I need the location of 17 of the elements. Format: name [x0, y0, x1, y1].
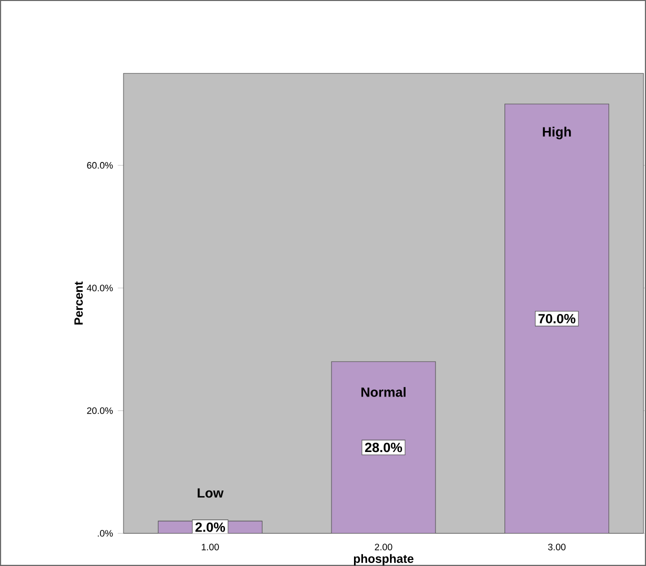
annotation: Normal: [361, 387, 406, 397]
annotation: High: [542, 126, 571, 140]
data-label: 2.0%: [195, 522, 226, 532]
data-label: 28.0%: [365, 442, 402, 452]
x-tick-label: 2.00: [374, 544, 392, 550]
y-tick-label: 20.0%: [87, 407, 113, 414]
annotation: Low: [198, 488, 224, 498]
data-label: 70.0%: [538, 314, 576, 324]
y-tick-label: .0%: [98, 530, 113, 537]
bar: [331, 361, 436, 534]
x-tick-label: 3.00: [548, 544, 566, 550]
y-tick-label: 60.0%: [87, 162, 113, 169]
y-tick-label: 40.0%: [86, 284, 113, 292]
x-axis-title: phosphate: [354, 554, 414, 566]
bar: [504, 104, 610, 534]
x-tick-label: 1.00: [202, 544, 219, 550]
y-axis-title: Percent: [74, 281, 83, 325]
